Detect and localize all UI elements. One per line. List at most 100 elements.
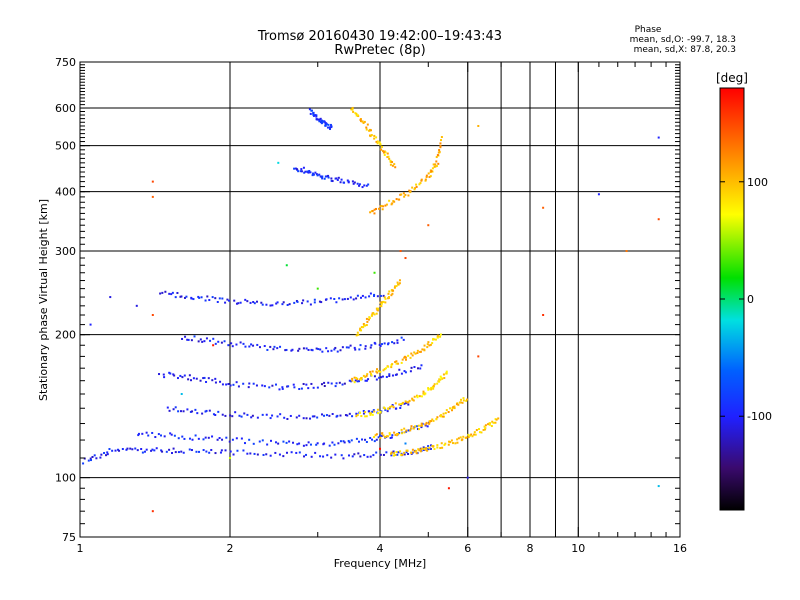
- echo-point: [457, 403, 460, 406]
- y-tick-label: 400: [55, 186, 76, 199]
- echo-point: [298, 442, 301, 445]
- echo-point: [365, 415, 368, 418]
- echo-point: [436, 336, 439, 339]
- echo-point: [151, 195, 154, 198]
- echo-point: [394, 166, 397, 169]
- echo-point: [423, 348, 426, 351]
- echo-point: [383, 296, 386, 299]
- echo-point: [313, 301, 316, 304]
- echo-point: [316, 442, 319, 445]
- echo-point: [386, 435, 389, 438]
- colorbar-tick-label: 0: [747, 293, 754, 306]
- echo-point: [484, 427, 487, 430]
- echo-point: [249, 301, 252, 304]
- echo-point: [185, 295, 188, 298]
- echo-point: [339, 440, 342, 443]
- echo-point: [103, 451, 106, 454]
- echo-point: [229, 450, 232, 453]
- echo-point: [384, 151, 387, 154]
- echo-point: [382, 150, 385, 153]
- echo-point: [125, 448, 128, 451]
- echo-point: [379, 370, 382, 373]
- echo-point: [324, 124, 327, 127]
- echo-point: [232, 383, 235, 386]
- echo-point: [445, 370, 448, 373]
- echo-point: [145, 448, 148, 451]
- echo-point: [417, 424, 420, 427]
- echo-point: [355, 415, 358, 418]
- echo-point: [174, 406, 177, 409]
- echo-point: [261, 384, 264, 387]
- echo-point: [432, 387, 435, 390]
- echo-point: [179, 374, 182, 377]
- echo-point: [357, 333, 360, 336]
- echo-point: [160, 449, 163, 452]
- echo-point: [461, 401, 464, 404]
- echo-point: [413, 395, 416, 398]
- echo-point: [413, 366, 416, 369]
- echo-point: [416, 395, 419, 398]
- echo-point: [318, 118, 321, 121]
- echo-point: [414, 187, 417, 190]
- echo-point: [194, 408, 197, 411]
- echo-point: [424, 392, 427, 395]
- echo-point: [343, 382, 346, 385]
- echo-point: [225, 436, 228, 439]
- echo-point: [150, 449, 153, 452]
- echo-point: [373, 208, 376, 211]
- echo-point: [354, 348, 357, 351]
- echo-point: [394, 433, 397, 436]
- echo-point: [176, 377, 179, 380]
- echo-point: [381, 375, 384, 378]
- echo-point: [494, 421, 497, 424]
- echo-point: [95, 457, 98, 460]
- echo-point: [299, 170, 302, 173]
- echo-point: [417, 428, 420, 431]
- echo-point: [290, 451, 293, 454]
- echo-point: [261, 413, 264, 416]
- echo-point: [438, 378, 441, 381]
- echo-point: [374, 342, 377, 345]
- echo-point: [368, 410, 371, 413]
- echo-point: [442, 373, 445, 376]
- x-tick-label: 10: [571, 542, 585, 555]
- echo-point: [364, 411, 367, 414]
- echo-point: [435, 418, 438, 421]
- echo-point: [351, 377, 354, 380]
- echo-point: [395, 285, 398, 288]
- echo-point: [467, 436, 470, 439]
- echo-point: [365, 379, 368, 382]
- x-tick-label: 16: [673, 542, 687, 555]
- echo-point: [625, 250, 628, 253]
- echo-point: [192, 377, 195, 380]
- echo-point: [89, 323, 92, 326]
- echo-point: [328, 444, 331, 447]
- echo-point: [248, 345, 251, 348]
- echo-point: [359, 455, 362, 458]
- echo-point: [365, 440, 368, 443]
- echo-point: [482, 428, 485, 431]
- echo-point: [410, 366, 413, 369]
- echo-point: [424, 448, 427, 451]
- phase-label: Phase: [635, 25, 662, 35]
- echo-point: [373, 313, 376, 316]
- echo-point: [370, 412, 373, 415]
- echo-point: [416, 367, 419, 370]
- echo-point: [312, 113, 315, 116]
- echo-point: [411, 186, 414, 189]
- echo-point: [366, 320, 369, 323]
- echo-point: [391, 164, 394, 167]
- echo-point: [426, 425, 429, 428]
- echo-point: [281, 386, 284, 389]
- echo-point: [336, 414, 339, 417]
- echo-point: [448, 440, 451, 443]
- echo-points: [82, 106, 660, 513]
- echo-point: [284, 349, 287, 352]
- echo-point: [400, 372, 403, 375]
- echo-point: [435, 160, 438, 163]
- echo-point: [269, 345, 272, 348]
- echo-point: [430, 388, 433, 391]
- echo-point: [419, 350, 422, 353]
- echo-point: [380, 302, 383, 305]
- echo-point: [465, 436, 468, 439]
